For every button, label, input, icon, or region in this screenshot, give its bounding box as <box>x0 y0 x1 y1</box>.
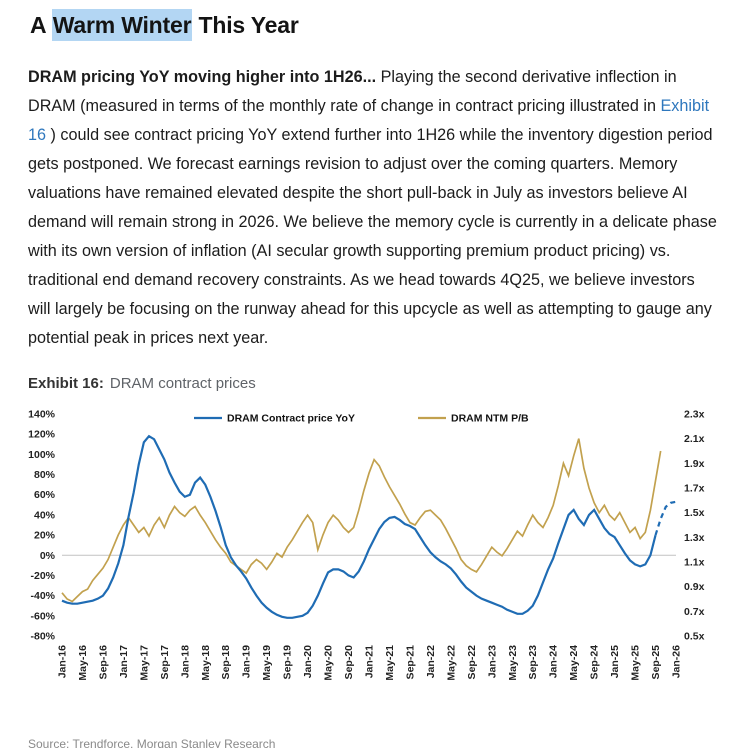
exhibit-chart: 140% 120% 100% 80% 60% 40% 20% 0% -20% -40% -60% -8… <box>26 404 723 709</box>
page-title: A Warm Winter This Year <box>30 9 723 41</box>
right-axis-label: 1.3x <box>684 532 705 544</box>
left-axis-label: 20% <box>34 530 56 542</box>
x-axis-label: Sep-18 <box>220 645 232 680</box>
exhibit-title: DRAM contract prices <box>109 375 256 392</box>
exhibit-heading: Exhibit 16: DRAM contract prices <box>28 375 723 392</box>
x-axis-label: Jan-19 <box>241 645 253 678</box>
chart-svg: 140% 120% 100% 80% 60% 40% 20% 0% -20% -40% -60% -8… <box>28 409 705 681</box>
right-axis-label: 0.5x <box>684 631 705 643</box>
title-post: This Year <box>192 12 299 38</box>
right-axis-label: 1.9x <box>684 458 705 470</box>
body-paragraph: DRAM pricing YoY moving higher into 1H26… <box>28 63 720 353</box>
paragraph-text-2: ) could see contract pricing YoY extend … <box>28 126 717 347</box>
left-axis-label: 40% <box>34 509 56 521</box>
exhibit-16-link[interactable]: Exhibit 16 <box>28 97 710 144</box>
title-pre: A <box>30 12 52 38</box>
title-highlight: Warm Winter <box>51 9 193 41</box>
right-axis-label: 0.7x <box>684 606 705 618</box>
left-axis-label: 140% <box>28 409 56 421</box>
x-axis-label: May-20 <box>323 645 335 681</box>
right-axis-label: 1.1x <box>684 557 705 569</box>
x-axis-label: Sep-20 <box>343 645 355 680</box>
x-axis-label: May-21 <box>384 645 396 681</box>
x-axis-label: May-19 <box>261 645 273 681</box>
x-axis-label: Jan-16 <box>57 645 69 678</box>
x-axis-label: May-17 <box>138 645 150 681</box>
paragraph-lead: DRAM pricing YoY moving higher into 1H26… <box>28 68 377 86</box>
paragraph-text-1: Playing the second derivative inflection… <box>28 68 677 115</box>
legend-label: DRAM Contract price YoY <box>227 413 355 425</box>
x-axis-label: Sep-19 <box>282 645 294 680</box>
x-axis-label: Jan-20 <box>302 645 314 678</box>
left-axis-label: 60% <box>34 489 56 501</box>
x-axis-label: Sep-21 <box>404 645 416 680</box>
x-axis-label: May-16 <box>77 645 89 681</box>
x-axis-label: Jan-18 <box>179 645 191 678</box>
x-axis-label: Jan-26 <box>671 645 683 678</box>
x-axis-label: May-24 <box>568 645 580 681</box>
right-axis-label: 1.5x <box>684 507 705 519</box>
x-axis-label: Sep-24 <box>589 645 601 680</box>
x-axis-label: May-25 <box>630 645 642 681</box>
left-axis-label: 0% <box>40 550 56 562</box>
chart-line-ntm-pb <box>61 438 662 603</box>
x-axis-label: Sep-17 <box>159 645 171 680</box>
exhibit-label: Exhibit 16: <box>28 375 104 392</box>
left-axis-label: -80% <box>30 631 55 643</box>
right-axis-label: 1.7x <box>684 483 705 495</box>
x-axis-label: Jan-22 <box>425 645 437 678</box>
chart-line-contract-yoy <box>61 434 657 619</box>
x-axis-label: Sep-16 <box>97 645 109 680</box>
x-axis-label: Jan-23 <box>486 645 498 678</box>
right-axis-label: 2.3x <box>684 409 705 421</box>
left-axis-label: 80% <box>34 469 56 481</box>
x-axis-label: Sep-22 <box>466 645 478 680</box>
x-axis-label: Jan-17 <box>118 645 130 678</box>
x-axis-label: Jan-21 <box>364 645 376 678</box>
x-axis-label: May-23 <box>507 645 519 681</box>
x-axis-label: Sep-25 <box>650 645 662 680</box>
left-axis-label: -60% <box>30 610 55 622</box>
x-axis-label: May-22 <box>445 645 457 681</box>
legend-label: DRAM NTM P/B <box>451 413 529 425</box>
right-axis-label: 2.1x <box>684 433 705 445</box>
chart-line-contract-yoy-forecast <box>654 500 677 536</box>
left-axis-label: -40% <box>30 590 55 602</box>
x-axis-label: May-18 <box>200 645 212 681</box>
x-axis-label: Jan-24 <box>548 645 560 678</box>
x-axis-label: Sep-23 <box>527 645 539 680</box>
left-axis-label: -20% <box>30 570 55 582</box>
page-content: A Warm Winter This Year DRAM pricing YoY… <box>26 9 723 709</box>
left-axis-label: 120% <box>28 429 56 441</box>
right-axis-label: 0.9x <box>684 581 705 593</box>
source-note: Source: Trendforce, Morgan Stanley Resea… <box>28 737 276 748</box>
x-axis-label: Jan-25 <box>609 645 621 678</box>
left-axis-label: 100% <box>28 449 56 461</box>
